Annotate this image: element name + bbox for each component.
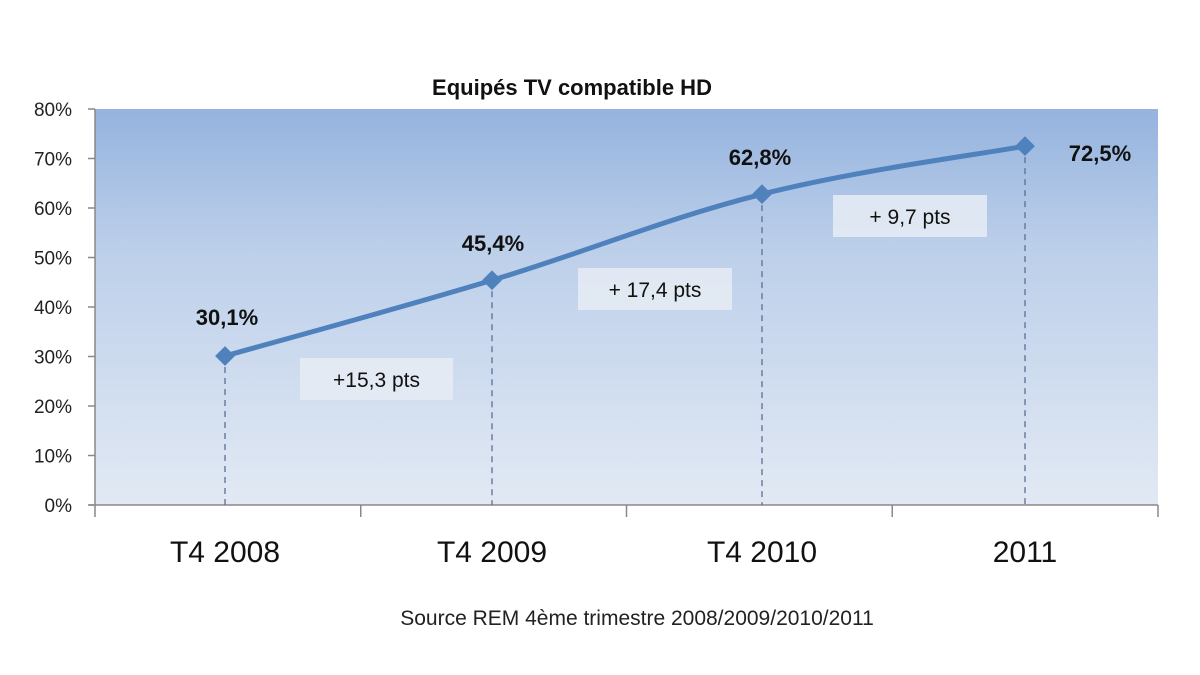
y-tick-label: 80%: [34, 100, 72, 121]
source-note: Source REM 4ème trimestre 2008/2009/2010…: [400, 607, 874, 630]
y-tick-label: 10%: [34, 447, 72, 468]
y-tick-label: 50%: [34, 249, 72, 270]
diamond-marker-icon: [482, 270, 502, 291]
value-label: 30,1%: [196, 305, 258, 330]
drop-lines: [224, 146, 1026, 505]
x-tick-label: T4 2009: [437, 536, 547, 569]
delta-box: [578, 268, 732, 310]
y-axis-ticks: 0% 10% 20% 30% 40% 50% 60% 70% 80%: [34, 100, 95, 517]
delta-label: + 9,7 pts: [869, 206, 950, 229]
value-label: 45,4%: [462, 231, 524, 256]
delta-box: [833, 195, 987, 237]
delta-box: [300, 358, 453, 400]
y-tick-label: 40%: [34, 298, 72, 319]
x-tick-label: 2011: [993, 536, 1058, 569]
value-label: 62,8%: [729, 145, 791, 170]
y-tick-label: 30%: [34, 348, 72, 369]
y-tick-label: 60%: [34, 199, 72, 220]
delta-label: + 17,4 pts: [609, 279, 702, 302]
delta-annotations: +15,3 pts + 17,4 pts + 9,7 pts: [300, 195, 987, 400]
y-tick-label: 0%: [45, 496, 73, 517]
delta-label: +15,3 pts: [333, 369, 420, 392]
y-tick-label: 20%: [34, 397, 72, 418]
x-axis-ticks: T4 2008 T4 2009 T4 2010 2011: [94, 505, 1159, 569]
chart-title: Equipés TV compatible HD: [432, 75, 712, 100]
x-tick-label: T4 2010: [707, 536, 817, 569]
x-tick-label: T4 2008: [170, 536, 280, 569]
diamond-marker-icon: [215, 346, 235, 366]
y-tick-label: 70%: [34, 150, 72, 171]
value-labels: 30,1% 45,4% 62,8% 72,5%: [196, 141, 1131, 330]
series-line: [222, 143, 1028, 359]
value-label: 72,5%: [1069, 141, 1131, 166]
